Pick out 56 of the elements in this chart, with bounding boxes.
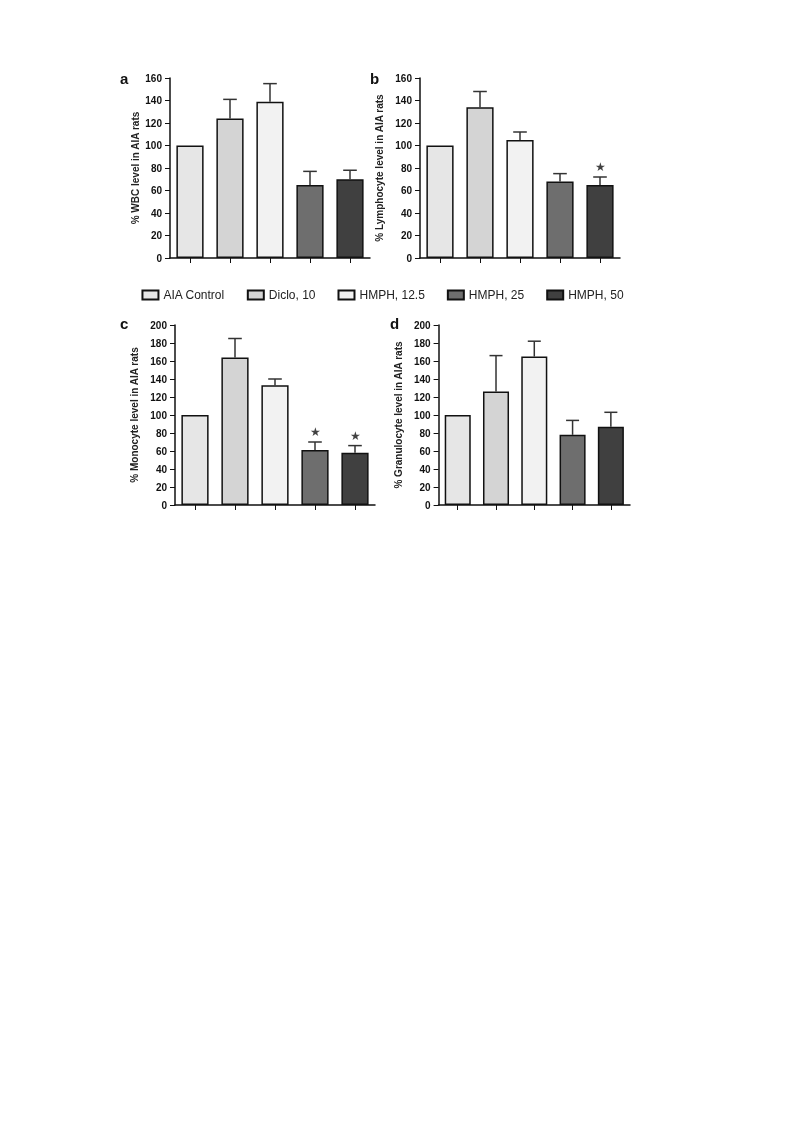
chart-title: c xyxy=(120,315,129,332)
y-tick-label: 20 xyxy=(155,481,168,493)
y-tick-label: 0 xyxy=(161,499,168,511)
y-tick-label: 120 xyxy=(395,117,413,129)
y-tick-label: 0 xyxy=(156,252,163,264)
y-tick-label: 100 xyxy=(413,409,432,421)
y-tick-label: 80 xyxy=(150,162,163,174)
y-tick-label: 60 xyxy=(155,445,168,457)
y-axis-title: % Lymphocyte level in AIA rats xyxy=(373,93,385,242)
y-tick-label: 140 xyxy=(413,373,432,385)
y-tick-label: 120 xyxy=(145,117,163,129)
y-tick-label: 160 xyxy=(145,72,163,84)
y-tick-label: 200 xyxy=(150,319,168,331)
y-tick-label: 160 xyxy=(395,72,413,84)
y-tick-label: 160 xyxy=(413,355,432,367)
y-tick-label: 140 xyxy=(395,95,413,106)
y-tick-label: 140 xyxy=(150,373,168,385)
y-tick-label: 20 xyxy=(419,481,432,493)
y-tick-label: 0 xyxy=(406,252,413,264)
y-tick-label: 20 xyxy=(150,230,163,241)
y-tick-label: 40 xyxy=(400,207,413,219)
y-tick-label: 80 xyxy=(419,427,432,439)
y-tick-label: 120 xyxy=(150,391,168,403)
y-tick-label: 140 xyxy=(145,95,163,106)
y-tick-label: 180 xyxy=(150,337,168,349)
y-tick-label: 60 xyxy=(419,445,432,457)
legend-label: AIA Control xyxy=(163,288,225,302)
y-axis-title: % Monocyte level in AIA rats xyxy=(128,346,140,483)
data-label: ★ xyxy=(349,428,361,443)
y-tick-label: 200 xyxy=(413,319,432,331)
y-tick-label: 80 xyxy=(400,162,413,174)
legend-label: HMPH, 25 xyxy=(468,288,525,302)
y-tick-label: 80 xyxy=(155,427,168,439)
legend-label: HMPH, 50 xyxy=(568,288,624,302)
y-tick-label: 0 xyxy=(425,499,432,511)
y-tick-label: 40 xyxy=(155,463,168,475)
y-tick-label: 20 xyxy=(400,230,413,241)
legend-label: Diclo, 10 xyxy=(268,288,316,302)
y-tick-label: 180 xyxy=(413,337,432,349)
y-tick-label: 40 xyxy=(150,207,163,219)
y-tick-label: 120 xyxy=(413,391,432,403)
y-tick-label: 100 xyxy=(145,140,163,151)
chart-title: a xyxy=(120,70,129,87)
y-axis-title: % Granulocyte level in AIA rats xyxy=(392,341,404,489)
chart-title: d xyxy=(390,315,400,332)
y-tick-label: 160 xyxy=(150,355,168,367)
y-tick-label: 40 xyxy=(419,463,432,475)
legend-label: HMPH, 12.5 xyxy=(359,288,426,302)
chart-title: b xyxy=(370,70,380,87)
data-label: ★ xyxy=(594,160,606,174)
data-label: ★ xyxy=(309,425,321,439)
y-tick-label: 60 xyxy=(150,185,163,196)
y-tick-label: 60 xyxy=(400,185,413,196)
y-tick-label: 100 xyxy=(395,140,413,151)
y-axis-title: % WBC level in AIA rats xyxy=(129,111,141,225)
y-tick-label: 100 xyxy=(150,409,168,421)
